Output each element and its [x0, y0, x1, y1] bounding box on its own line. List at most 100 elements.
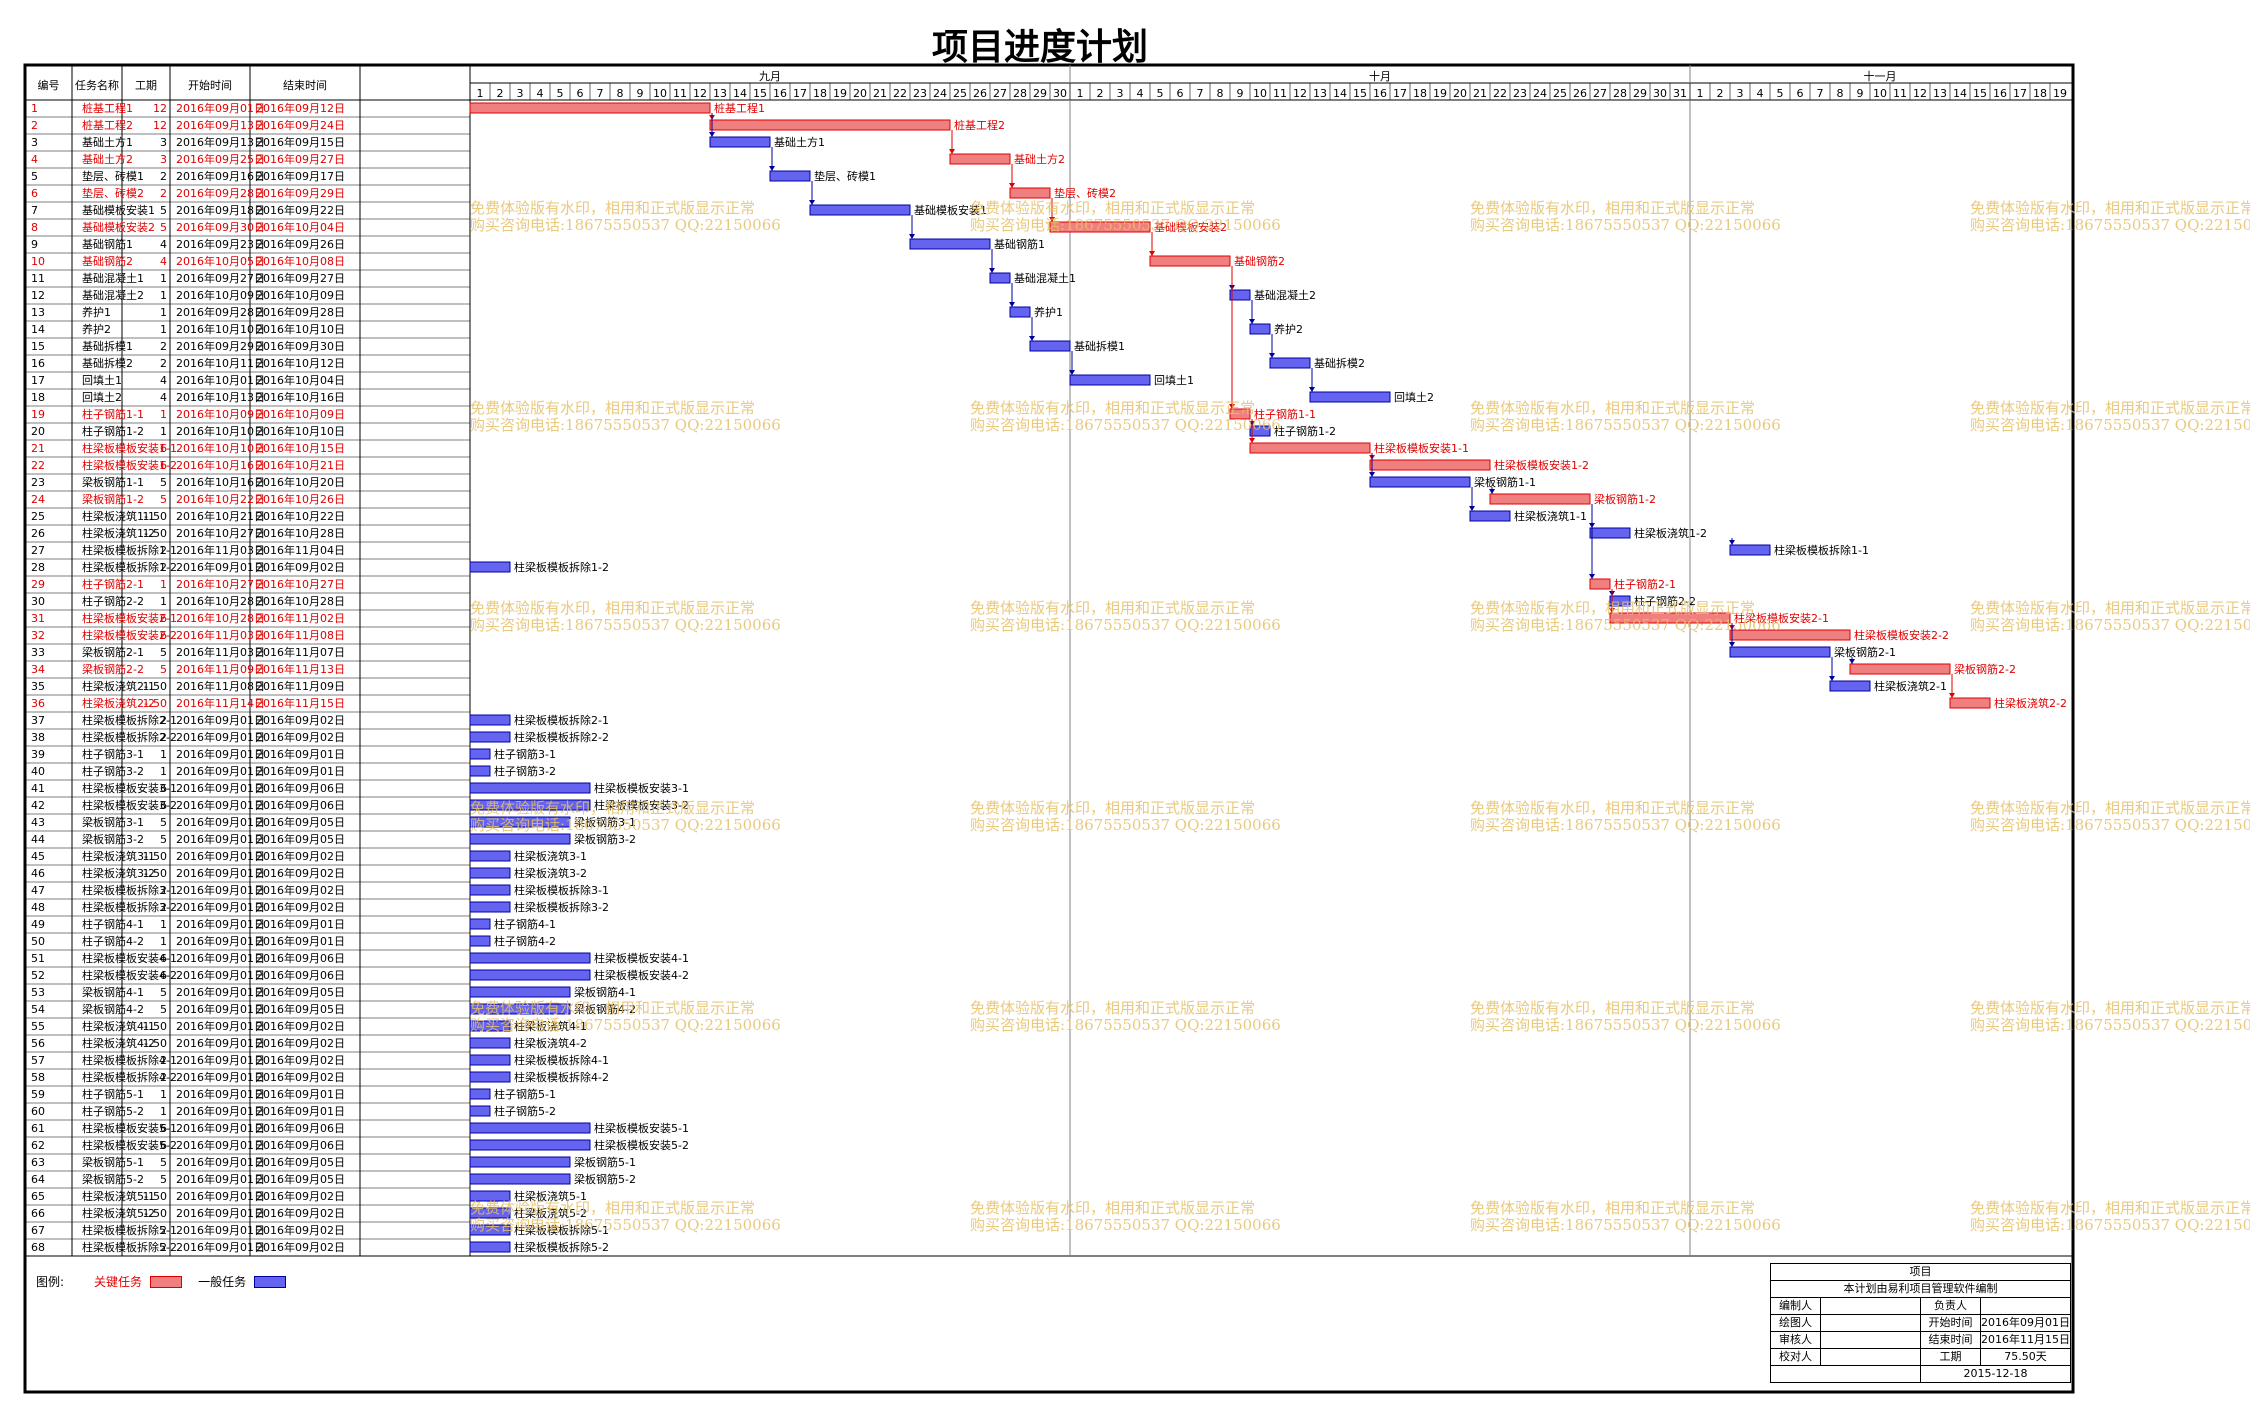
bar-label: 垫层、砖模1 — [814, 169, 876, 183]
row-end: 2016年11月07日 — [256, 645, 345, 659]
bar-label: 柱梁板浇筑1-1 — [1514, 509, 1587, 523]
row-end: 2016年09月02日 — [256, 1189, 345, 1203]
row-duration: 12 — [153, 102, 167, 115]
row-start: 2016年09月01日 — [176, 934, 265, 948]
row-end: 2016年09月05日 — [256, 832, 345, 846]
gantt-bar — [469, 1088, 491, 1100]
info-cell — [1821, 1315, 1921, 1331]
row-end: 2016年09月27日 — [256, 152, 345, 166]
row-start: 2016年09月23日 — [176, 237, 265, 251]
row-name: 柱梁板浇筑3-2 — [82, 866, 155, 880]
bar-label: 柱梁板模板拆除2-2 — [514, 730, 609, 744]
row-start: 2016年09月01日 — [176, 1138, 265, 1152]
gantt-bar — [469, 969, 591, 981]
row-name: 柱梁板模板安装5-2 — [82, 1138, 177, 1152]
row-id: 16 — [31, 357, 45, 370]
row-start: 2016年09月18日 — [176, 203, 265, 217]
row-name: 基础拆模1 — [82, 339, 133, 353]
row-end: 2016年09月02日 — [256, 560, 345, 574]
row-end: 2016年11月02日 — [256, 611, 345, 625]
row-id: 56 — [31, 1037, 45, 1050]
row-end: 2016年10月10日 — [256, 322, 345, 336]
bar-label: 柱子钢筋5-1 — [494, 1087, 556, 1101]
gantt-bar — [1149, 255, 1231, 267]
row-start: 2016年10月21日 — [176, 509, 265, 523]
row-name: 柱梁板模板拆除4-2 — [82, 1070, 177, 1084]
info-cell — [1821, 1298, 1921, 1314]
row-id: 40 — [31, 765, 45, 778]
bar-label: 柱梁板模板拆除5-1 — [514, 1223, 609, 1237]
row-duration: 12 — [153, 119, 167, 132]
day-label: 1 — [477, 87, 484, 100]
gantt-bar — [1249, 442, 1371, 454]
row-start: 2016年11月03日 — [176, 543, 265, 557]
dependency-arrow — [1249, 319, 1255, 324]
row-start: 2016年09月25日 — [176, 152, 265, 166]
gantt-bar — [469, 782, 591, 794]
table-header: 任务名称 — [75, 78, 119, 92]
row-name: 桩基工程2 — [82, 118, 133, 132]
row-id: 51 — [31, 952, 45, 965]
row-name: 基础土方1 — [82, 135, 133, 149]
day-label: 11 — [673, 87, 687, 100]
row-name: 柱梁板模板安装5-1 — [82, 1121, 177, 1135]
bar-label: 柱子钢筋2-1 — [1614, 577, 1676, 591]
bar-label: 基础混凝土1 — [1014, 271, 1076, 285]
day-label: 2 — [1717, 87, 1724, 100]
row-duration: 1 — [160, 935, 167, 948]
gantt-bar — [989, 272, 1011, 284]
row-duration: 1.50 — [143, 510, 168, 523]
row-duration: 2 — [160, 1054, 167, 1067]
day-label: 22 — [893, 87, 907, 100]
row-duration: 2 — [160, 544, 167, 557]
day-label: 3 — [517, 87, 524, 100]
day-label: 30 — [1053, 87, 1067, 100]
row-start: 2016年10月05日 — [176, 254, 265, 268]
day-label: 19 — [833, 87, 847, 100]
day-label: 11 — [1273, 87, 1287, 100]
row-id: 47 — [31, 884, 45, 897]
row-id: 50 — [31, 935, 45, 948]
row-end: 2016年09月02日 — [256, 866, 345, 880]
row-start: 2016年09月01日 — [176, 747, 265, 761]
gantt-bar — [1229, 408, 1251, 420]
row-id: 32 — [31, 629, 45, 642]
day-label: 3 — [1737, 87, 1744, 100]
day-label: 6 — [1177, 87, 1184, 100]
row-end: 2016年10月04日 — [256, 220, 345, 234]
bar-label: 桩基工程1 — [714, 101, 765, 115]
dependency-arrow — [1729, 540, 1735, 545]
row-name: 梁板钢筋2-2 — [82, 662, 144, 676]
row-start: 2016年09月01日 — [176, 849, 265, 863]
row-start: 2016年09月01日 — [176, 1189, 265, 1203]
day-label: 2 — [1097, 87, 1104, 100]
row-start: 2016年09月01日 — [176, 900, 265, 914]
row-duration: 4 — [160, 391, 167, 404]
gantt-bar — [469, 714, 511, 726]
row-name: 柱子钢筋3-2 — [82, 764, 144, 778]
gantt-bar — [1729, 629, 1851, 641]
day-label: 20 — [1453, 87, 1467, 100]
info-cell: 工期 — [1921, 1349, 1981, 1365]
gantt-bar — [469, 952, 591, 964]
row-name: 柱梁板浇筑1-2 — [82, 526, 155, 540]
row-end: 2016年09月06日 — [256, 951, 345, 965]
row-id: 64 — [31, 1173, 45, 1186]
row-end: 2016年11月13日 — [256, 662, 345, 676]
day-label: 6 — [577, 87, 584, 100]
gantt-bar — [1469, 510, 1511, 522]
row-end: 2016年11月15日 — [256, 696, 345, 710]
row-id: 6 — [31, 187, 38, 200]
row-id: 30 — [31, 595, 45, 608]
legend-label: 图例: — [36, 1275, 65, 1289]
row-duration: 4 — [160, 238, 167, 251]
row-end: 2016年09月02日 — [256, 1240, 345, 1254]
row-id: 61 — [31, 1122, 45, 1135]
day-label: 18 — [2033, 87, 2047, 100]
row-id: 4 — [31, 153, 38, 166]
gantt-bar — [1489, 493, 1591, 505]
row-duration: 1.50 — [143, 697, 168, 710]
row-name: 柱梁板浇筑2-1 — [82, 679, 155, 693]
row-id: 41 — [31, 782, 45, 795]
row-end: 2016年10月27日 — [256, 577, 345, 591]
